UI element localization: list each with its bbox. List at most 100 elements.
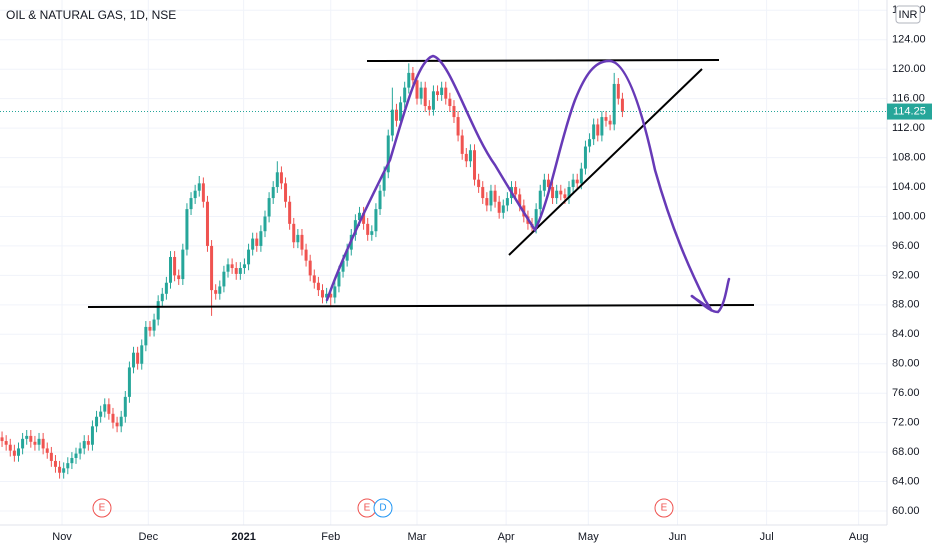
y-tick-label: 68.00 (892, 446, 920, 458)
candle-body (140, 345, 144, 364)
candle-body (464, 153, 468, 162)
candle-body (247, 249, 251, 265)
candle-body (399, 102, 403, 121)
candle-body (304, 249, 308, 261)
candle-body (82, 441, 86, 449)
y-tick-label: 116.00 (892, 93, 925, 105)
candle-body (567, 187, 571, 199)
candle-body (337, 271, 341, 287)
currency-box[interactable] (895, 5, 921, 24)
last-price-tag (887, 103, 932, 120)
candle-body (505, 198, 509, 206)
candle-body (78, 448, 82, 454)
candle-body (238, 268, 242, 274)
candle-body (8, 444, 12, 451)
candle-body (596, 124, 600, 136)
candle-body (357, 212, 361, 221)
y-tick-label: 88.00 (892, 299, 920, 311)
candle-body (386, 135, 390, 173)
y-tick-label: 76.00 (892, 387, 920, 399)
candle-body (111, 413, 115, 423)
last-price-label: 114.25 (893, 105, 926, 117)
candle-body (473, 150, 477, 180)
candle-body (460, 135, 464, 154)
candle-body (177, 275, 181, 280)
candle-body (136, 352, 140, 364)
candle-body (493, 190, 497, 202)
candle-body (489, 190, 493, 206)
x-tick-label: Jul (760, 531, 774, 543)
candle-body (444, 87, 448, 99)
y-tick-label: 60.00 (892, 505, 920, 517)
candle-body (185, 209, 189, 250)
candle-body (316, 282, 320, 291)
candle-body (210, 245, 214, 291)
resistance-line (366, 59, 720, 62)
pattern-sketch (325, 54, 731, 314)
candle-body (514, 187, 518, 195)
candle-body (53, 460, 57, 467)
x-tick-label: Apr (498, 531, 515, 543)
candle-body (222, 271, 226, 287)
candle-body (534, 209, 538, 228)
candle-body (95, 416, 99, 427)
chart-title: OIL & NATURAL GAS, 1D, NSE (6, 8, 176, 22)
candle-body (193, 190, 197, 199)
candle-body (592, 124, 596, 140)
candle-body (341, 260, 345, 272)
candle-body (86, 441, 90, 445)
candle-body (58, 466, 62, 473)
candle-body (123, 396, 127, 417)
candle-body (41, 438, 45, 449)
candle-body (448, 98, 452, 107)
candle-body (284, 183, 288, 202)
candle-body (164, 282, 168, 294)
candle-body (160, 293, 164, 302)
candle-body (571, 179, 575, 188)
candle-body (345, 249, 349, 261)
candle-body (394, 109, 398, 121)
y-tick-label: 104.00 (892, 181, 926, 193)
candle-body (604, 117, 608, 121)
candle-body (275, 172, 279, 188)
candle-body (214, 290, 218, 294)
candle-body (148, 326, 152, 331)
candle-body (415, 80, 419, 99)
candle-body (546, 179, 550, 188)
candle-body (271, 187, 275, 199)
candle-body (370, 231, 374, 235)
candle-body (374, 209, 378, 232)
drawings (87, 54, 755, 314)
candle-body (559, 190, 563, 195)
candle-body (588, 139, 592, 147)
candle-body (33, 441, 37, 445)
candle-body (127, 367, 131, 397)
candle-body (144, 326, 148, 346)
time-axis-bg (0, 525, 887, 550)
candle-body (234, 268, 238, 274)
y-tick-label: 96.00 (892, 240, 920, 252)
y-tick-label: 80.00 (892, 358, 920, 370)
candle-body (25, 435, 29, 439)
candle-body (403, 87, 407, 103)
y-tick-label: 124.00 (892, 34, 926, 46)
grid (0, 0, 887, 525)
candle-body (608, 120, 612, 125)
candle-body (37, 438, 41, 445)
x-tick-label: Aug (849, 531, 869, 543)
event-marker (654, 498, 674, 518)
candle-body (156, 301, 160, 320)
candle-body (362, 212, 366, 224)
candle-body (267, 198, 271, 217)
event-marker (92, 498, 112, 518)
candles (0, 63, 887, 479)
candle-body (308, 260, 312, 276)
candle-body (542, 179, 546, 191)
candle-body (66, 463, 70, 469)
y-tick-label: 64.00 (892, 475, 920, 487)
candle-body (263, 216, 267, 232)
currency-label[interactable]: INR (899, 9, 918, 21)
candle-body (583, 146, 587, 169)
